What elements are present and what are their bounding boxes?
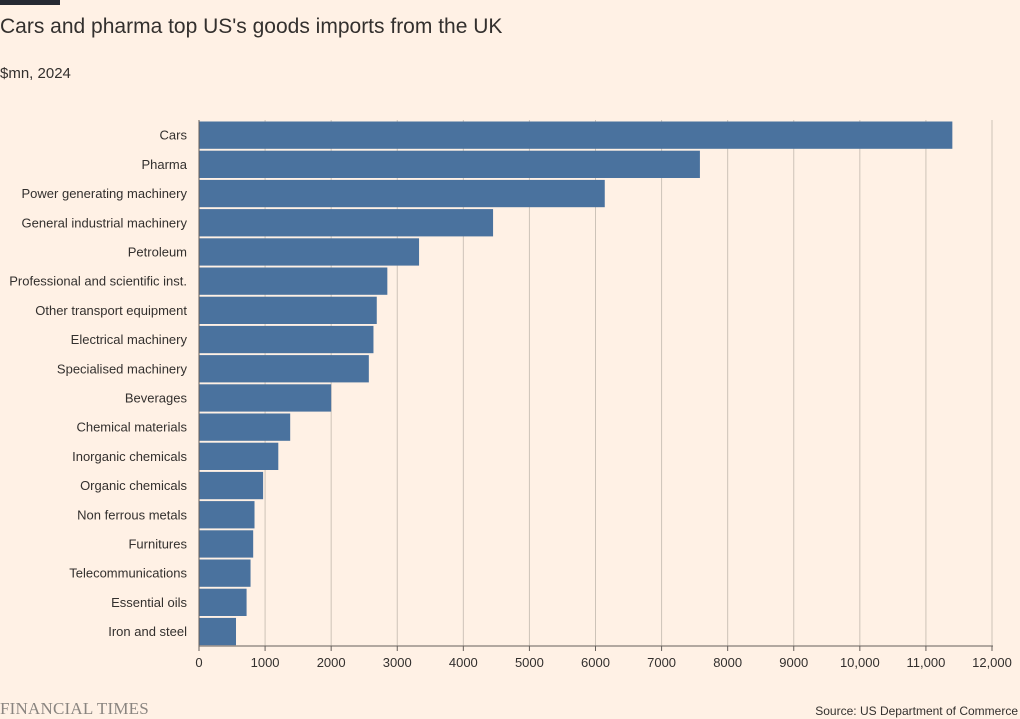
bar [199, 267, 388, 295]
category-label: Professional and scientific inst. [9, 274, 187, 289]
category-label: Specialised machinery [57, 361, 188, 376]
bar [199, 355, 369, 383]
category-label: Other transport equipment [35, 303, 187, 318]
chart-subtitle: $mn, 2024 [0, 65, 71, 82]
bar [199, 413, 291, 441]
bar [199, 617, 237, 646]
x-tick-label: 7000 [647, 655, 676, 670]
x-tick-label: 1000 [251, 655, 280, 670]
x-tick-label: 6000 [581, 655, 610, 670]
category-label: Pharma [141, 157, 187, 172]
bar [199, 442, 279, 470]
x-tick-label: 4000 [449, 655, 478, 670]
x-tick-label: 10,000 [840, 655, 880, 670]
bar [199, 384, 332, 412]
x-tick-label: 9000 [779, 655, 808, 670]
bar [199, 325, 374, 354]
chart-title: Cars and pharma top US's goods imports f… [0, 15, 503, 38]
category-label: Telecommunications [69, 566, 187, 581]
category-label: Essential oils [111, 595, 187, 610]
category-label: General industrial machinery [22, 215, 188, 230]
ft-logo: FINANCIAL TIMES [0, 699, 149, 718]
bar [199, 179, 605, 208]
category-label: Organic chemicals [80, 478, 187, 493]
category-label: Non ferrous metals [77, 507, 187, 522]
x-tick-label: 11,000 [907, 655, 946, 670]
category-label: Power generating machinery [22, 186, 188, 201]
bar [199, 121, 953, 149]
bar [199, 296, 377, 324]
category-label: Iron and steel [108, 624, 187, 639]
category-label: Chemical materials [76, 420, 187, 435]
bar [199, 238, 420, 266]
category-label: Electrical machinery [71, 332, 188, 347]
category-label: Beverages [125, 390, 188, 405]
category-label: Furnitures [128, 536, 187, 551]
x-tick-label: 12,000 [972, 655, 1012, 670]
category-label: Petroleum [128, 244, 187, 259]
x-tick-label: 3000 [383, 655, 412, 670]
source-note: Source: US Department of Commerce [815, 704, 1018, 718]
bar [199, 588, 247, 616]
bar [199, 471, 264, 500]
bar [199, 530, 254, 558]
category-label: Cars [160, 128, 188, 143]
x-tick-label: 8000 [713, 655, 742, 670]
bar [199, 209, 494, 237]
x-tick-label: 5000 [515, 655, 544, 670]
x-tick-label: 2000 [317, 655, 346, 670]
brand-accent-bar [0, 0, 60, 5]
bar [199, 501, 255, 529]
bar [199, 559, 251, 587]
x-tick-label: 0 [195, 655, 202, 670]
bar [199, 150, 700, 178]
category-label: Inorganic chemicals [72, 449, 187, 464]
